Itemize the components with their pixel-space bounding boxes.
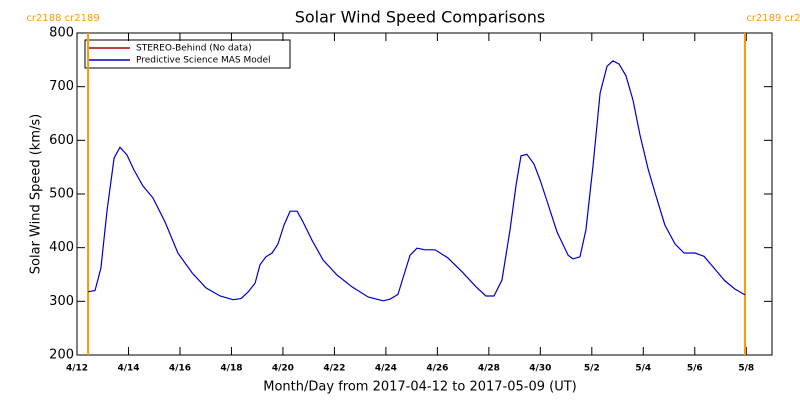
y-tick-label: 200 (49, 348, 74, 363)
x-tick-label: 4/28 (478, 364, 500, 374)
x-tick-label: 4/24 (375, 364, 397, 374)
y-axis-label: Solar Wind Speed (km/s) (29, 114, 44, 274)
y-tick-label: 300 (49, 294, 74, 309)
x-tick-label: 4/18 (220, 364, 242, 374)
plot-frame (76, 32, 773, 356)
legend-label: Predictive Science MAS Model (136, 56, 271, 66)
y-tick-label: 400 (49, 240, 74, 255)
y-tick-label: 500 (49, 187, 74, 202)
x-tick-label: 5/6 (687, 364, 703, 374)
x-tick-label: 4/14 (117, 364, 139, 374)
x-tick-label: 4/12 (66, 364, 88, 374)
x-tick-label: 4/22 (323, 364, 345, 374)
x-tick-label: 4/26 (426, 364, 448, 374)
rotation-label: cr2188 cr2189 (26, 13, 99, 24)
series-line (88, 60, 746, 302)
legend-box (84, 39, 291, 69)
legend-label: STEREO-Behind (No data) (136, 44, 252, 54)
rotation-label: cr2189 cr2190 (746, 13, 800, 24)
x-axis-label: Month/Day from 2017-04-12 to 2017-05-09 … (263, 380, 576, 395)
x-tick-label: 5/8 (738, 364, 754, 374)
x-tick-label: 4/20 (272, 364, 294, 374)
y-tick-label: 600 (49, 133, 74, 148)
x-tick-label: 5/2 (584, 364, 600, 374)
y-tick-label: 700 (49, 79, 74, 94)
chart-title: Solar Wind Speed Comparisons (295, 8, 546, 27)
x-tick-label: 4/16 (169, 364, 191, 374)
y-tick-label: 800 (49, 26, 74, 41)
x-tick-label: 5/4 (635, 364, 651, 374)
x-tick-label: 4/30 (529, 364, 551, 374)
